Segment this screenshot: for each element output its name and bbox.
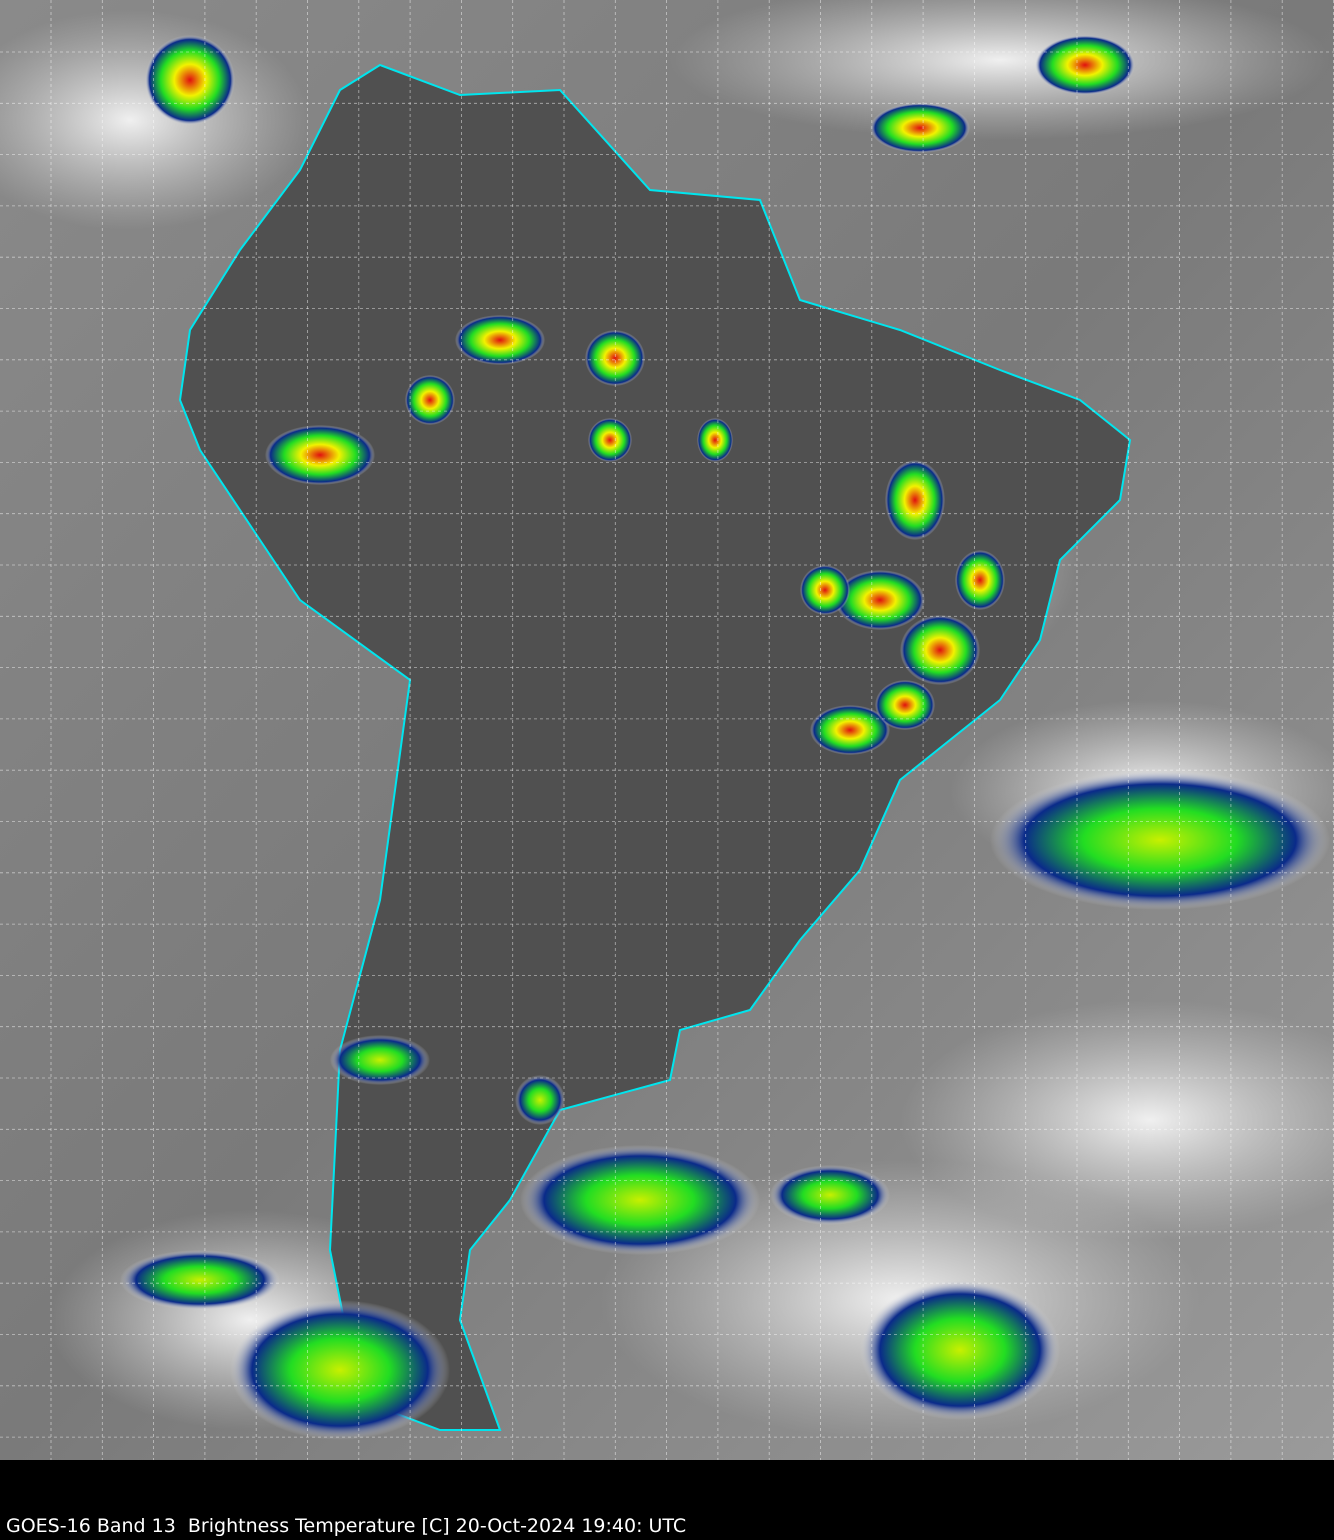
convective-storm: [265, 425, 375, 485]
convective-storm: [697, 418, 733, 462]
cold-cloud-band: [770, 1165, 890, 1225]
convective-storm: [955, 550, 1005, 610]
caption-bar: [0, 1460, 1334, 1540]
convective-storm: [585, 330, 645, 386]
convective-storm: [1035, 35, 1135, 95]
graticule-grid: [0, 0, 1334, 1460]
cold-cloud-band: [330, 1035, 430, 1085]
convective-storm: [405, 375, 455, 425]
cold-cloud-band: [860, 1280, 1060, 1420]
cold-cloud-band: [515, 1075, 565, 1125]
convective-storm: [835, 570, 925, 630]
convective-storm: [870, 103, 970, 153]
cold-cloud-band: [520, 1145, 760, 1255]
convective-storm: [145, 35, 235, 125]
cold-cloud-band: [120, 1250, 280, 1310]
convective-storm: [900, 615, 980, 685]
convective-storm: [588, 418, 632, 462]
image-caption: GOES-16 Band 13 Brightness Temperature […: [6, 1515, 687, 1537]
convective-storm: [810, 705, 890, 755]
convective-storm: [455, 315, 545, 365]
satellite-image: [0, 0, 1334, 1460]
cold-cloud-tops: [120, 35, 1330, 1440]
convective-storm: [885, 460, 945, 540]
convective-storm: [800, 565, 850, 615]
cold-cloud-band: [990, 770, 1330, 910]
white-cloud: [670, 0, 1330, 140]
convective-storm: [875, 680, 935, 730]
cold-cloud-band: [230, 1300, 450, 1440]
white-cloud: [0, 10, 310, 230]
